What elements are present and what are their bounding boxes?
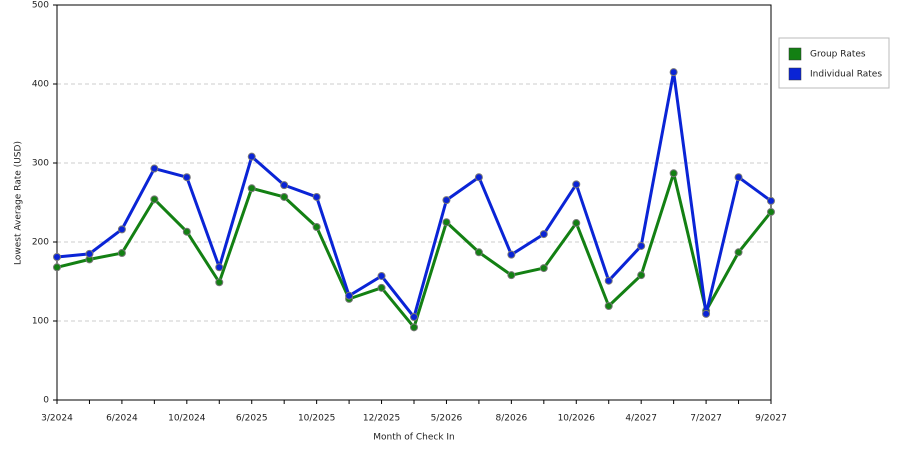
data-point: [734, 248, 743, 257]
x-tick-label: 6/2024: [106, 414, 138, 424]
data-point: [377, 283, 386, 292]
data-point: [637, 241, 646, 250]
x-tick-label: 10/2026: [558, 414, 596, 424]
y-tick-label: 200: [32, 238, 49, 248]
data-point: [182, 173, 191, 182]
data-point: [474, 248, 483, 257]
x-tick-label: 5/2026: [431, 414, 463, 424]
data-point: [53, 263, 61, 272]
x-tick-label: 6/2025: [236, 414, 268, 424]
x-tick-label: 7/2027: [690, 414, 722, 424]
legend-box: [778, 37, 890, 89]
data-point: [507, 250, 516, 259]
data-point: [215, 278, 224, 287]
x-tick-label: 4/2027: [625, 414, 657, 424]
data-point: [247, 152, 256, 161]
data-point: [377, 271, 386, 280]
data-point: [215, 263, 224, 272]
data-point: [572, 180, 581, 189]
legend-label: Individual Rates: [810, 70, 882, 80]
y-tick-label: 300: [32, 159, 49, 169]
legend-label: Group Rates: [810, 50, 866, 60]
x-tick-label: 10/2024: [168, 414, 206, 424]
data-point: [117, 225, 126, 234]
data-point: [312, 192, 321, 201]
x-tick-label: 12/2025: [363, 414, 400, 424]
data-point: [410, 313, 418, 322]
data-point: [767, 196, 775, 205]
data-point: [669, 68, 678, 77]
data-point: [702, 309, 711, 318]
data-point: [182, 227, 191, 236]
y-tick-label: 100: [32, 317, 49, 327]
data-point: [280, 192, 289, 201]
y-tick-label: 500: [32, 1, 49, 11]
data-point: [734, 173, 743, 182]
data-point: [85, 249, 94, 258]
data-point: [117, 249, 126, 258]
data-point: [280, 181, 289, 190]
data-point: [539, 230, 548, 239]
x-tick-label: 8/2026: [496, 414, 528, 424]
data-point: [669, 169, 678, 178]
legend-swatch: [788, 67, 802, 81]
y-tick-label: 0: [43, 396, 49, 406]
data-point: [474, 173, 483, 182]
data-point: [312, 222, 321, 231]
x-tick-label: 10/2025: [298, 414, 335, 424]
data-point: [507, 271, 516, 280]
data-point: [53, 253, 61, 262]
x-tick-label: 9/2027: [755, 414, 787, 424]
data-point: [150, 164, 159, 173]
legend-swatch: [788, 47, 802, 61]
data-point: [150, 195, 159, 204]
data-point: [767, 207, 775, 216]
data-point: [410, 323, 418, 332]
data-point: [442, 196, 451, 205]
data-point: [345, 291, 354, 300]
data-point: [637, 271, 646, 280]
data-point: [442, 218, 451, 227]
data-point: [604, 301, 613, 310]
y-axis-label: Lowest Average Rate (USD): [14, 141, 24, 265]
x-axis-label: Month of Check In: [373, 433, 455, 443]
data-point: [247, 184, 256, 193]
x-tick-label: 3/2024: [41, 414, 73, 424]
data-point: [572, 219, 581, 228]
y-tick-label: 400: [32, 80, 49, 90]
data-point: [604, 276, 613, 285]
data-point: [539, 264, 548, 273]
